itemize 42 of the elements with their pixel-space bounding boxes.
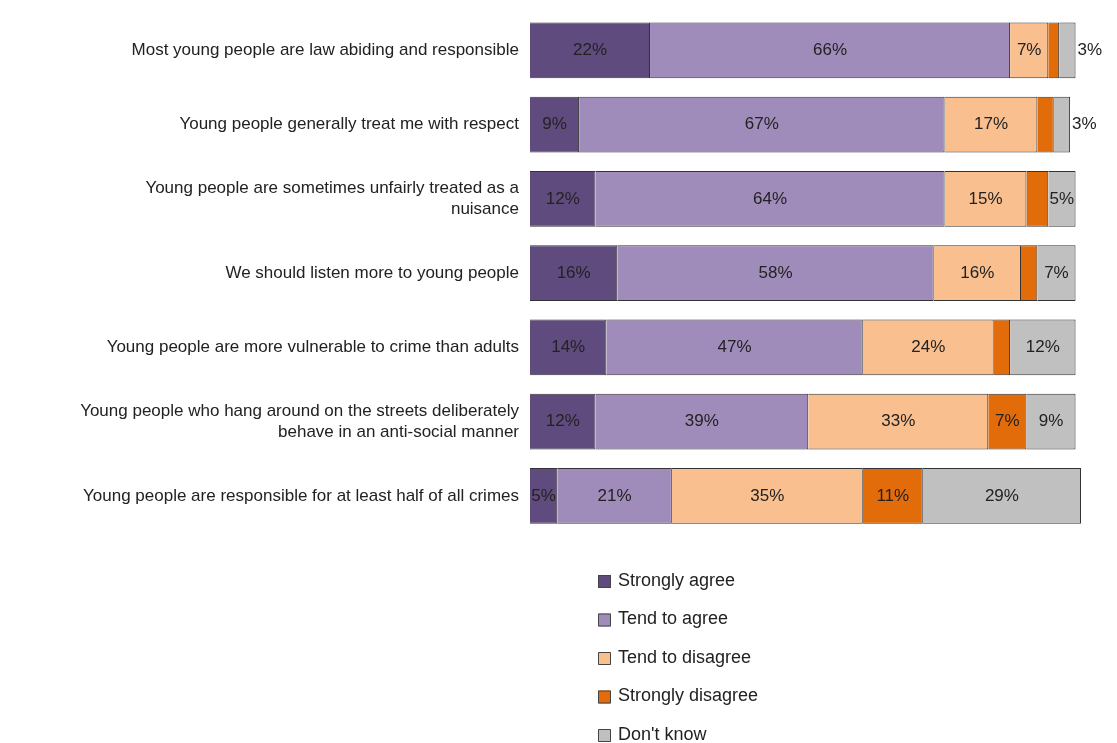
data-label: 29%	[984, 485, 1019, 505]
legend-label: Strongly disagree	[618, 685, 759, 706]
data-label: 7%	[1016, 40, 1042, 60]
data-label: 16%	[556, 262, 591, 282]
legend-label: Tend to disagree	[618, 646, 752, 667]
legend-label: Don't know	[618, 723, 708, 743]
y-tick-label: Young people generally treat me with respect	[179, 114, 520, 134]
data-label: 3%	[1072, 114, 1097, 134]
y-tick-label: Most young people are law abiding and responsible	[131, 40, 519, 60]
data-label: 22%	[572, 40, 608, 60]
data-label: 14%	[551, 337, 586, 357]
y-tick-label: Young people are more vulnerable to crime than adults	[106, 337, 519, 357]
data-label: 21%	[597, 485, 632, 505]
data-label: 15%	[968, 188, 1003, 208]
data-label: 9%	[1038, 411, 1064, 431]
data-label: 24%	[911, 337, 946, 357]
y-tick-label: We should listen more to young people	[225, 262, 519, 282]
legend-label: Strongly agree	[618, 569, 736, 590]
y-tick-label: Young people are responsible for at least half of all crimes	[83, 485, 519, 505]
data-label: 35%	[750, 485, 785, 505]
data-label: 5%	[1049, 188, 1075, 208]
data-label: 12%	[545, 188, 580, 208]
data-label: 12%	[545, 411, 580, 431]
data-label: 17%	[973, 114, 1008, 134]
data-label: 9%	[542, 114, 567, 134]
data-label: 16%	[960, 262, 995, 282]
data-label: 7%	[995, 411, 1020, 431]
legend-label: Tend to agree	[618, 608, 729, 629]
data-label: 5%	[531, 485, 556, 505]
data-label: 3%	[1077, 40, 1103, 60]
data-label: 47%	[717, 337, 752, 357]
data-label: 58%	[758, 262, 793, 282]
data-label: 33%	[881, 411, 916, 431]
data-label: 12%	[1025, 337, 1060, 357]
y-tick-label: Young people are sometimes unfairly treated as a nuisance	[145, 178, 520, 218]
data-label: 66%	[813, 40, 848, 60]
data-label: 11%	[876, 485, 910, 505]
data-label: 7%	[1044, 262, 1069, 282]
data-label: 64%	[753, 188, 788, 208]
data-label: 39%	[684, 411, 719, 431]
y-tick-label: Young people who hang around on the streets deliberately behave in an anti-social manner	[80, 401, 520, 441]
data-label: 67%	[744, 114, 779, 134]
